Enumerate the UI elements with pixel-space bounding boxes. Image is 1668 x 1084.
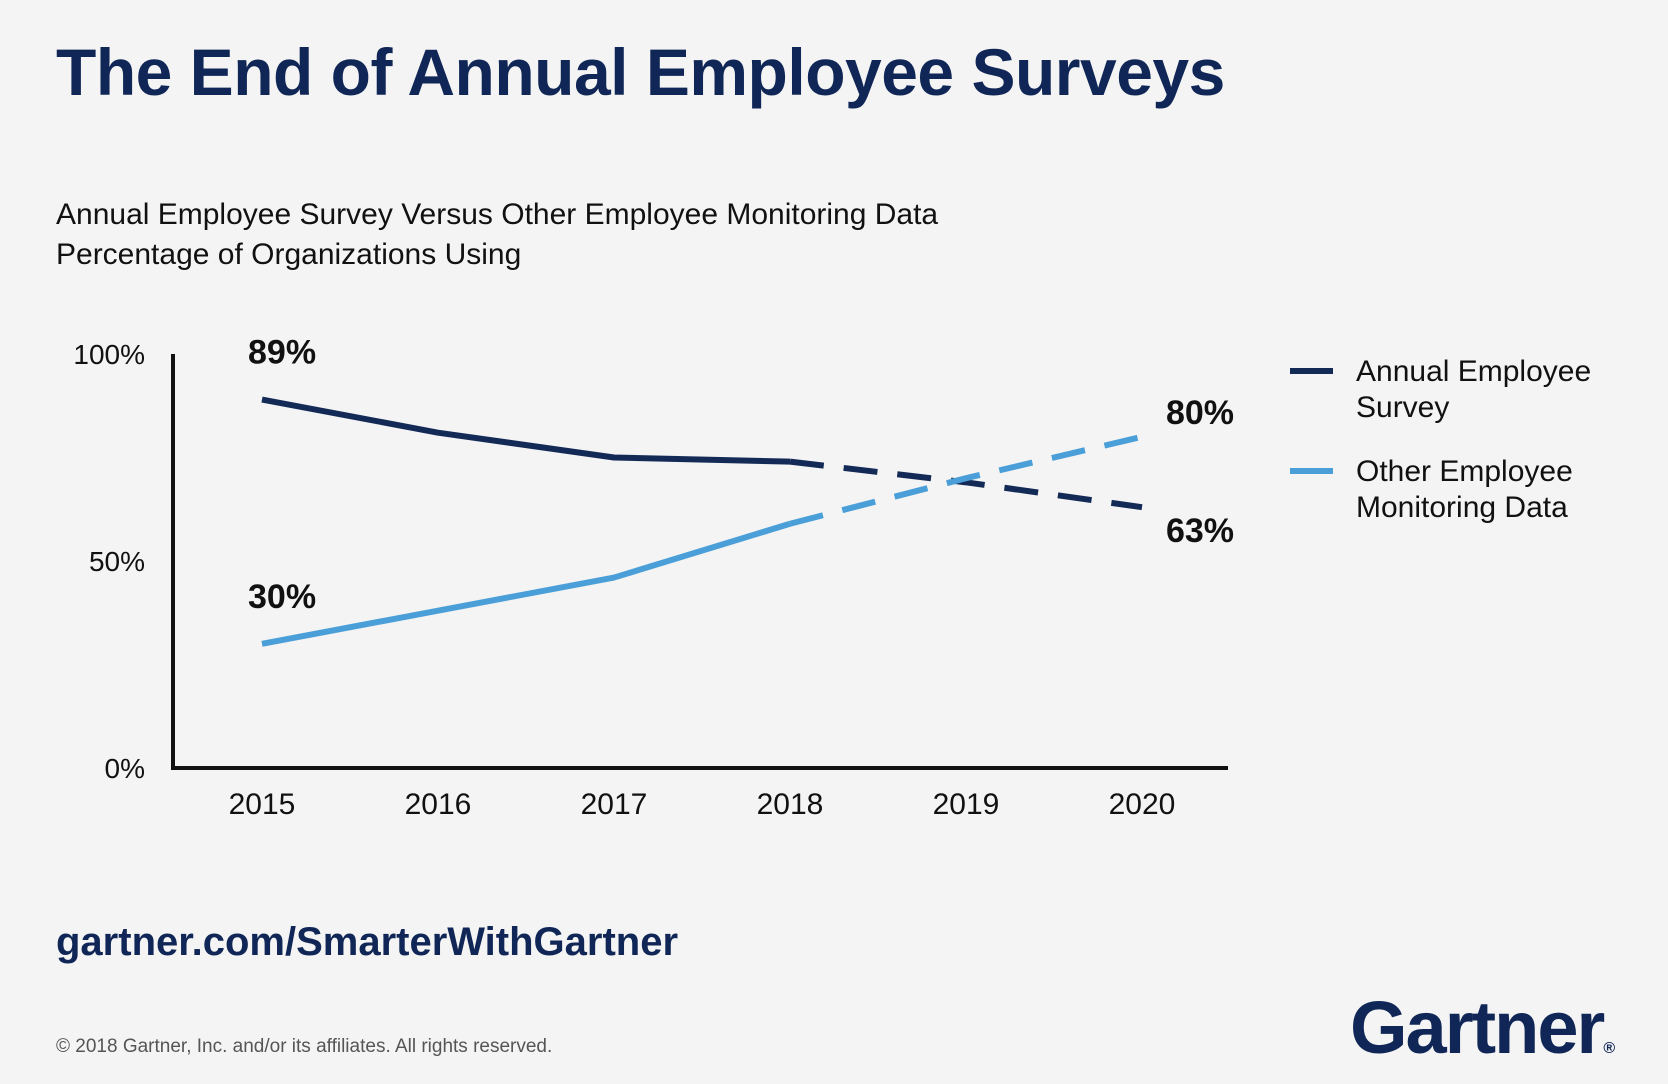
subtitle-line-1: Annual Employee Survey Versus Other Empl… [56, 198, 939, 231]
y-tick-label: 50% [89, 546, 145, 577]
x-tick-label: 2020 [1109, 788, 1176, 821]
data-label: 89% [248, 334, 316, 372]
legend-label: Monitoring Data [1356, 491, 1568, 524]
y-tick-label: 100% [73, 339, 145, 370]
x-tick-label: 2016 [405, 788, 472, 821]
logo-registered-mark: ® [1603, 1040, 1616, 1057]
chart-title: The End of Annual Employee Surveys [56, 35, 1225, 109]
series-line-1-actual [261, 396, 791, 465]
series-line-1-projected [789, 458, 1143, 511]
source-url[interactable]: gartner.com/SmarterWithGartner [56, 920, 679, 964]
y-tick-label: 0% [105, 753, 145, 784]
data-label: 63% [1166, 512, 1234, 550]
legend-label: Annual Employee [1356, 355, 1591, 388]
subtitle-line-2: Percentage of Organizations Using [56, 238, 522, 271]
logo-text: Gartner [1350, 986, 1605, 1069]
gartner-logo: Gartner® [1350, 985, 1615, 1070]
chart-subtitle: Annual Employee Survey Versus Other Empl… [56, 195, 938, 275]
x-tick-label: 2017 [581, 788, 648, 821]
legend-label: Survey [1356, 391, 1449, 424]
data-label: 30% [248, 578, 316, 616]
series-line-2-projected [789, 433, 1143, 527]
x-tick-label: 2018 [757, 788, 824, 821]
data-label: 80% [1166, 394, 1234, 432]
series-line-2-actual [261, 520, 791, 647]
copyright-notice: © 2018 Gartner, Inc. and/or its affiliat… [56, 1036, 553, 1057]
x-tick-label: 2015 [229, 788, 296, 821]
legend-label: Other Employee [1356, 455, 1573, 488]
x-tick-label: 2019 [933, 788, 1000, 821]
